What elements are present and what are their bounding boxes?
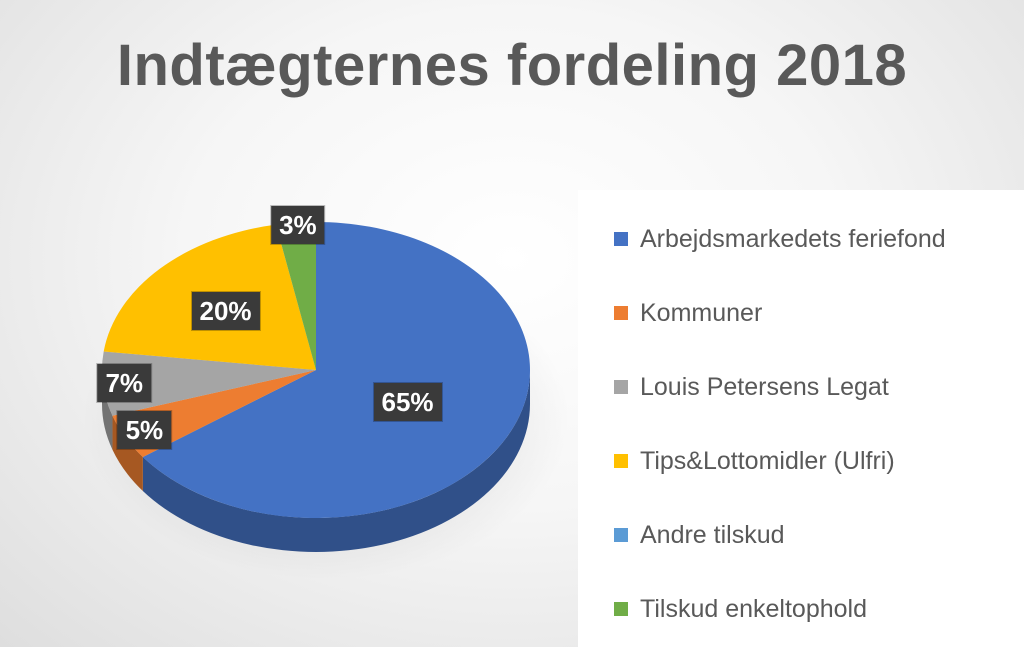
pie-side-arbejdsmarkedets-feriefond [142, 370, 530, 552]
legend-swatch [614, 454, 628, 468]
legend-label: Andre tilskud [640, 520, 785, 549]
pie-chart [82, 222, 570, 580]
data-label-tilskud-enkeltophold: 3% [271, 206, 325, 245]
pie-side-louis-petersens-legat [102, 370, 113, 450]
legend-swatch [614, 528, 628, 542]
data-label-tips-lottomidler-ulfri: 20% [191, 292, 260, 331]
legend-item-louis-petersens-legat: Louis Petersens Legat [614, 350, 1024, 424]
legend-item-kommuner: Kommuner [614, 276, 1024, 350]
legend-label: Tips&Lottomidler (Ulfri) [640, 446, 895, 475]
pie-slice-arbejdsmarkedets-feriefond [142, 222, 530, 518]
legend-item-arbejdsmarkedets-feriefond: Arbejdsmarkedets feriefond [614, 202, 1024, 276]
data-label-kommuner: 5% [117, 411, 172, 450]
legend-label: Kommuner [640, 298, 763, 327]
legend-item-tilskud-enkeltophold: Tilskud enkeltophold [614, 572, 1024, 646]
legend-swatch [614, 306, 628, 320]
data-label-arbejdsmarkedets-feriefond: 65% [373, 383, 442, 422]
legend-label: Louis Petersens Legat [640, 372, 889, 401]
legend-item-andre-tilskud: Andre tilskud [614, 498, 1024, 572]
pie-slice-louis-petersens-legat [101, 351, 316, 416]
legend-label: Tilskud enkeltophold [640, 594, 867, 623]
legend: Arbejdsmarkedets feriefond Kommuner Louis … [578, 190, 1024, 647]
legend-item-tips-lottomidler-ulfri: Tips&Lottomidler (Ulfri) [614, 424, 1024, 498]
data-label-louis-petersens-legat: 7% [97, 363, 152, 402]
legend-label: Arbejdsmarkedets feriefond [640, 224, 946, 253]
legend-swatch [614, 380, 628, 394]
chart-title: Indtægternes fordeling 2018 [116, 33, 908, 98]
legend-swatch [614, 232, 628, 246]
pie-slice-tilskud-enkeltophold [275, 222, 316, 370]
legend-swatch [614, 602, 628, 616]
